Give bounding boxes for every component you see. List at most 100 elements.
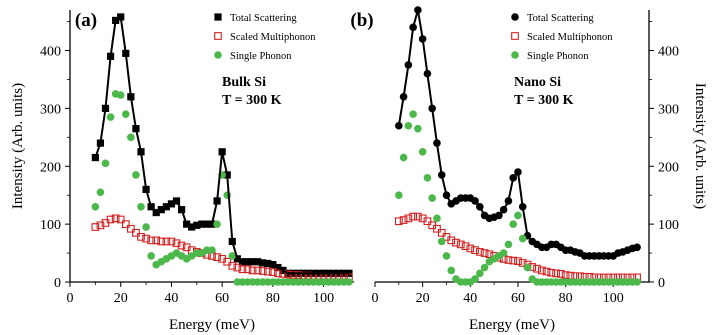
data-point: [213, 220, 221, 228]
y-tick-label: 400: [40, 45, 61, 60]
data-point: [177, 241, 186, 250]
data-point: [172, 239, 181, 248]
data-point: [96, 221, 105, 230]
legend-marker: [511, 13, 519, 21]
data-point: [537, 266, 546, 275]
data-point: [106, 215, 115, 224]
data-point: [162, 237, 171, 246]
data-point: [223, 257, 232, 266]
data-point: [447, 236, 456, 245]
data-point: [142, 223, 150, 231]
data-point: [157, 237, 166, 246]
y-tick-label: 400: [658, 45, 679, 60]
legend: Total Scattering Scaled Multiphonon Single…: [511, 13, 613, 62]
x-tick-label: 40: [463, 291, 477, 306]
data-point: [437, 228, 446, 237]
data-point: [96, 188, 105, 197]
legend-marker: [214, 13, 222, 21]
data-point: [499, 249, 508, 257]
x-tick-label: 60: [215, 291, 229, 306]
series-scaled-multiphonon: [394, 212, 641, 282]
panel-b: 0 20 40 60 80 100 0 100 200 300 400 Energy (meV) Int…: [350, 6, 708, 333]
data-point: [101, 159, 110, 168]
data-point: [504, 240, 513, 249]
data-point: [480, 249, 489, 257]
temperature-annotation: T = 300 K: [514, 93, 574, 108]
data-point: [395, 121, 403, 130]
y-tick-label: 0: [54, 276, 61, 291]
y-tick-label: 200: [658, 160, 679, 175]
data-point: [269, 268, 277, 277]
data-point: [258, 267, 267, 275]
data-point: [418, 147, 427, 156]
data-point: [404, 214, 413, 223]
data-point: [399, 153, 408, 162]
data-point: [147, 252, 155, 260]
data-point: [111, 214, 120, 223]
data-point: [466, 244, 475, 253]
legend-entry: Scaled Multiphonon: [230, 32, 316, 43]
data-point: [423, 174, 432, 182]
data-point: [345, 278, 353, 286]
data-point: [274, 269, 282, 278]
data-point: [142, 234, 150, 243]
data-point: [228, 261, 237, 270]
x-tick-label: 20: [416, 291, 430, 306]
data-point: [213, 253, 221, 261]
data-point: [433, 224, 441, 233]
x-tick-label: 100: [603, 291, 624, 306]
x-tick-label: 40: [164, 291, 178, 306]
legend-marker: [214, 32, 222, 40]
data-point: [480, 263, 489, 272]
data-point: [452, 238, 460, 247]
data-point: [91, 223, 100, 231]
data-point: [147, 236, 155, 245]
panel-label: (b): [350, 10, 373, 31]
y-tick-label: 300: [40, 102, 61, 117]
data-point: [137, 233, 145, 241]
data-point: [514, 211, 522, 220]
legend-marker: [511, 51, 519, 59]
data-point: [233, 263, 242, 272]
data-point: [504, 256, 513, 264]
data-point: [399, 216, 408, 224]
data-point: [471, 275, 479, 283]
data-point: [208, 246, 216, 254]
data-point: [121, 220, 130, 228]
data-point: [132, 171, 140, 179]
legend-entry: Total Scattering: [230, 13, 297, 24]
x-tick-label: 0: [372, 291, 379, 306]
x-axis-label: Energy (meV): [169, 317, 255, 333]
y-tick-label: 200: [40, 160, 61, 175]
legend-entry: Single Phonon: [230, 51, 292, 62]
data-point: [423, 217, 432, 226]
data-point: [518, 234, 527, 243]
legend-marker: [511, 32, 519, 40]
data-point: [106, 113, 115, 121]
data-point: [509, 220, 517, 228]
data-point: [523, 263, 532, 272]
legend-entry: Total Scattering: [527, 13, 594, 24]
total-scattering-fit-line: [397, 9, 638, 257]
legend: Total Scattering Scaled Multiphonon Single…: [214, 13, 316, 62]
data-point: [414, 212, 422, 221]
data-point: [253, 266, 262, 275]
data-point: [471, 246, 479, 255]
legend-entry: Single Phonon: [527, 51, 589, 62]
data-point: [137, 202, 145, 211]
data-point: [91, 202, 100, 211]
data-point: [248, 266, 257, 275]
data-point: [433, 214, 441, 223]
data-point: [238, 265, 247, 274]
data-point: [533, 264, 541, 273]
temperature-annotation: T = 300 K: [222, 93, 282, 108]
data-point: [132, 228, 140, 237]
data-point: [633, 278, 641, 286]
y-tick-label: 300: [658, 102, 679, 117]
data-point: [547, 268, 556, 277]
x-tick-label: 80: [266, 291, 280, 306]
data-point: [437, 237, 446, 246]
x-axis-label: Energy (meV): [469, 317, 555, 333]
data-point: [552, 269, 560, 278]
